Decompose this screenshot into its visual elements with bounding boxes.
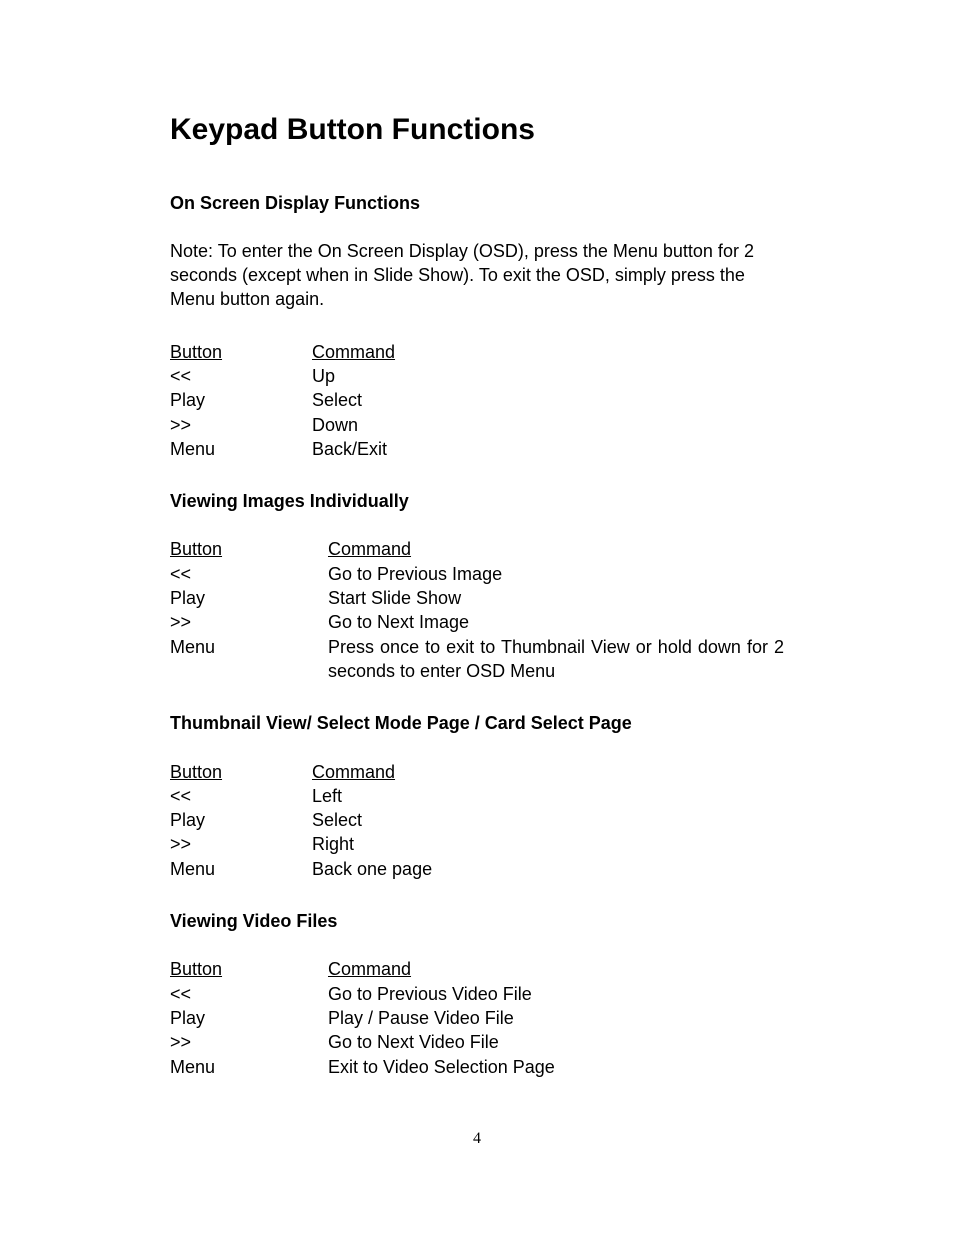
- table-row: <<Go to Previous Video File: [170, 982, 784, 1006]
- table-row: >>Right: [170, 832, 784, 856]
- button-cell: Play: [170, 1006, 328, 1030]
- table-row: >>Down: [170, 413, 784, 437]
- command-cell: Go to Next Image: [328, 610, 784, 634]
- command-cell: Go to Previous Image: [328, 562, 784, 586]
- table-row: <<Left: [170, 784, 784, 808]
- button-cell: <<: [170, 784, 312, 808]
- command-cell: Up: [312, 364, 335, 388]
- table-row: PlaySelect: [170, 808, 784, 832]
- table-header-row: Button Command: [170, 957, 784, 981]
- button-cell: <<: [170, 562, 328, 586]
- button-cell: Play: [170, 388, 312, 412]
- table-row: <<Go to Previous Image: [170, 562, 784, 586]
- button-cell: >>: [170, 832, 312, 856]
- button-cell: >>: [170, 610, 328, 634]
- header-button: Button: [170, 959, 222, 979]
- command-cell: Press once to exit to Thumbnail View or …: [328, 635, 784, 684]
- command-cell: Go to Previous Video File: [328, 982, 784, 1006]
- command-cell: Start Slide Show: [328, 586, 784, 610]
- command-cell: Left: [312, 784, 342, 808]
- header-button: Button: [170, 342, 222, 362]
- table-header-row: Button Command: [170, 537, 784, 561]
- button-cell: Menu: [170, 1055, 328, 1079]
- button-cell: Play: [170, 586, 328, 610]
- button-command-table: Button Command<<UpPlaySelect>>DownMenuBac…: [170, 340, 784, 461]
- header-command: Command: [328, 539, 411, 559]
- section-heading: Thumbnail View/ Select Mode Page / Card …: [170, 711, 784, 735]
- command-cell: Select: [312, 808, 362, 832]
- table-row: MenuBack/Exit: [170, 437, 784, 461]
- table-row: MenuExit to Video Selection Page: [170, 1055, 784, 1079]
- header-command: Command: [312, 342, 395, 362]
- section-heading: Viewing Video Files: [170, 909, 784, 933]
- table-row: PlaySelect: [170, 388, 784, 412]
- command-cell: Play / Pause Video File: [328, 1006, 784, 1030]
- section-heading: Viewing Images Individually: [170, 489, 784, 513]
- button-cell: >>: [170, 413, 312, 437]
- command-cell: Go to Next Video File: [328, 1030, 784, 1054]
- button-cell: <<: [170, 982, 328, 1006]
- section-heading: On Screen Display Functions: [170, 191, 784, 215]
- button-command-table: ButtonCommand<<Go to Previous ImagePlayS…: [170, 537, 784, 683]
- button-cell: Play: [170, 808, 312, 832]
- table-header-row: Button Command: [170, 340, 784, 364]
- table-row: >>Go to Next Image: [170, 610, 784, 634]
- document-page: Keypad Button Functions On Screen Displa…: [0, 0, 954, 1235]
- sections-container: On Screen Display Functions Note: To ente…: [170, 191, 784, 1079]
- command-cell: Exit to Video Selection Page: [328, 1055, 784, 1079]
- button-cell: Menu: [170, 857, 312, 881]
- table-row: PlayPlay / Pause Video File: [170, 1006, 784, 1030]
- header-command: Command: [328, 959, 411, 979]
- table-row: MenuBack one page: [170, 857, 784, 881]
- table-header-row: Button Command: [170, 760, 784, 784]
- command-cell: Back one page: [312, 857, 432, 881]
- header-button: Button: [170, 762, 222, 782]
- button-cell: >>: [170, 1030, 328, 1054]
- button-command-table: Button Command<<LeftPlaySelect>>RightMenu…: [170, 760, 784, 881]
- header-command: Command: [312, 762, 395, 782]
- button-cell: Menu: [170, 635, 328, 659]
- table-row: <<Up: [170, 364, 784, 388]
- command-cell: Back/Exit: [312, 437, 387, 461]
- section-note: Note: To enter the On Screen Display (OS…: [170, 239, 784, 312]
- page-number: 4: [0, 1128, 954, 1150]
- button-command-table: ButtonCommand<<Go to Previous Video File…: [170, 957, 784, 1078]
- command-cell: Select: [312, 388, 362, 412]
- header-button: Button: [170, 539, 222, 559]
- table-row: PlayStart Slide Show: [170, 586, 784, 610]
- command-cell: Right: [312, 832, 354, 856]
- button-cell: Menu: [170, 437, 312, 461]
- page-title: Keypad Button Functions: [170, 110, 784, 151]
- button-cell: <<: [170, 364, 312, 388]
- table-row: MenuPress once to exit to Thumbnail View…: [170, 635, 784, 684]
- command-cell: Down: [312, 413, 358, 437]
- table-row: >>Go to Next Video File: [170, 1030, 784, 1054]
